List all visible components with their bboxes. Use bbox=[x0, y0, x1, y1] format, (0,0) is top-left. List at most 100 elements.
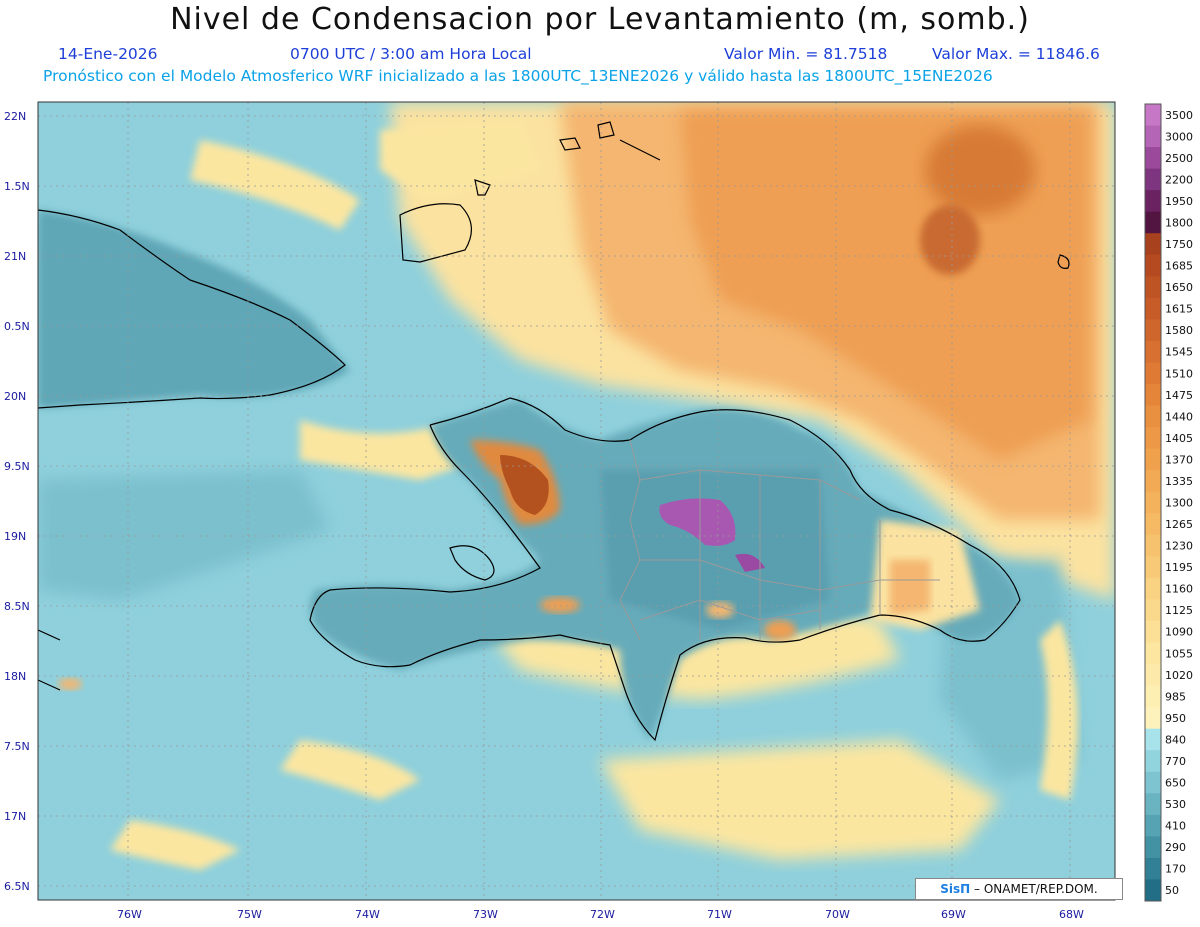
lon-label: 74W bbox=[355, 908, 380, 921]
colorbar-swatch bbox=[1145, 750, 1161, 773]
colorbar-swatch bbox=[1145, 556, 1161, 579]
value-max: Valor Max. = 11846.6 bbox=[932, 45, 1100, 63]
lon-label: 73W bbox=[473, 908, 498, 921]
colorbar-label: 530 bbox=[1165, 798, 1186, 811]
colorbar-swatch bbox=[1145, 642, 1161, 665]
colorbar-label: 1160 bbox=[1165, 583, 1193, 596]
colorbar-label: 950 bbox=[1165, 712, 1186, 725]
colorbar-label: 1800 bbox=[1165, 216, 1193, 229]
colorbar-swatch bbox=[1145, 793, 1161, 816]
colorbar-swatch bbox=[1145, 319, 1161, 342]
colorbar-label: 1265 bbox=[1165, 518, 1193, 531]
colorbar-swatch bbox=[1145, 427, 1161, 450]
colorbar-swatch bbox=[1145, 168, 1161, 191]
colorbar-label: 1750 bbox=[1165, 238, 1193, 251]
coastlines bbox=[37, 121, 1070, 742]
colorbar-label: 3000 bbox=[1165, 130, 1193, 143]
credit-box: SisΠ – ONAMET/REP.DOM. bbox=[915, 878, 1123, 900]
lon-label: 68W bbox=[1059, 908, 1084, 921]
colorbar-swatch bbox=[1145, 513, 1161, 536]
colorbar-label: 1335 bbox=[1165, 475, 1193, 488]
colorbar-label: 1405 bbox=[1165, 432, 1193, 445]
colorbar-swatch bbox=[1145, 491, 1161, 514]
colorbar-label: 290 bbox=[1165, 841, 1186, 854]
colorbar-swatch bbox=[1145, 707, 1161, 730]
colorbar-swatch bbox=[1145, 599, 1161, 622]
map-title: Nivel de Condensacion por Levantamiento … bbox=[170, 2, 1030, 37]
colorbar-label: 1615 bbox=[1165, 303, 1193, 316]
colorbar-swatch bbox=[1145, 448, 1161, 471]
lat-label: 0.5N bbox=[4, 320, 30, 333]
lon-label: 72W bbox=[590, 908, 615, 921]
colorbar-label: 1440 bbox=[1165, 410, 1193, 423]
lat-label: 1.5N bbox=[4, 180, 30, 193]
colorbar-swatch bbox=[1145, 233, 1161, 256]
colorbar-label: 1685 bbox=[1165, 260, 1193, 273]
province-borders bbox=[619, 439, 940, 641]
colorbar-swatch bbox=[1145, 384, 1161, 407]
longitude-labels: 76W 75W 74W 73W 72W 71W 70W 69W 68W bbox=[117, 908, 1084, 921]
lat-label: 6.5N bbox=[4, 880, 30, 893]
forecast-time: 0700 UTC / 3:00 am Hora Local bbox=[290, 45, 532, 63]
colorbar-swatch bbox=[1145, 620, 1161, 644]
colorbar-swatch bbox=[1145, 125, 1161, 148]
colorbar-label: 1545 bbox=[1165, 346, 1193, 359]
credit-text: – ONAMET/REP.DOM. bbox=[970, 882, 1098, 896]
colorbar-label: 1950 bbox=[1165, 195, 1193, 208]
lon-label: 71W bbox=[707, 908, 732, 921]
colorbar-swatch bbox=[1145, 147, 1161, 170]
colorbar-swatch bbox=[1145, 836, 1161, 859]
lat-label: 17N bbox=[4, 810, 26, 823]
colorbar-label: 1125 bbox=[1165, 604, 1193, 617]
colorbar-label: 1230 bbox=[1165, 540, 1193, 553]
colorbar-label: 770 bbox=[1165, 755, 1186, 768]
colorbar-swatch bbox=[1145, 362, 1161, 385]
lat-label: 22N bbox=[4, 110, 26, 123]
forecast-info: Pronóstico con el Modelo Atmosferico WRF… bbox=[43, 67, 993, 85]
map-frame bbox=[37, 101, 1116, 901]
lat-label: 20N bbox=[4, 390, 26, 403]
colorbar-label: 2200 bbox=[1165, 173, 1193, 186]
colorbar-swatch bbox=[1145, 771, 1161, 794]
colorbar-swatch bbox=[1145, 664, 1161, 687]
colorbar-label: 1090 bbox=[1165, 626, 1193, 639]
lat-label: 21N bbox=[4, 250, 26, 263]
colorbar-label: 1650 bbox=[1165, 281, 1193, 294]
lat-label: 9.5N bbox=[4, 460, 30, 473]
latitude-labels: 22N 1.5N 21N 0.5N 20N 9.5N 19N 8.5N 18N … bbox=[4, 110, 30, 893]
colorbar-label: 50 bbox=[1165, 884, 1179, 897]
lat-label: 7.5N bbox=[4, 740, 30, 753]
colorbar-swatch bbox=[1145, 534, 1161, 557]
lat-label: 18N bbox=[4, 670, 26, 683]
value-min: Valor Min. = 81.7518 bbox=[724, 45, 888, 63]
colorbar-label: 840 bbox=[1165, 733, 1186, 746]
colorbar-swatch bbox=[1145, 470, 1161, 493]
lon-label: 75W bbox=[237, 908, 262, 921]
colorbar-label: 1195 bbox=[1165, 561, 1193, 574]
colorbar-swatch bbox=[1145, 340, 1161, 363]
colorbar-swatch bbox=[1145, 276, 1161, 299]
shaded-field bbox=[38, 102, 1115, 900]
lon-label: 70W bbox=[825, 908, 850, 921]
colorbar-swatch bbox=[1145, 405, 1161, 428]
colorbar-label: 985 bbox=[1165, 690, 1186, 703]
colorbar-swatch bbox=[1145, 297, 1161, 320]
colorbar-label: 1055 bbox=[1165, 647, 1193, 660]
colorbar-swatch bbox=[1145, 254, 1161, 277]
colorbar-swatch bbox=[1145, 104, 1161, 127]
colorbar-swatch bbox=[1145, 728, 1161, 751]
colorbar-label: 1510 bbox=[1165, 367, 1193, 380]
graticule bbox=[38, 102, 1115, 900]
lon-label: 69W bbox=[941, 908, 966, 921]
colorbar-label: 1580 bbox=[1165, 324, 1193, 337]
colorbar-label: 1370 bbox=[1165, 453, 1193, 466]
colorbar-swatch bbox=[1145, 577, 1161, 600]
colorbar-label: 170 bbox=[1165, 863, 1186, 876]
colorbar-swatch bbox=[1145, 190, 1161, 213]
colorbar-swatch bbox=[1145, 211, 1161, 234]
lat-label: 19N bbox=[4, 530, 26, 543]
colorbar-label: 410 bbox=[1165, 820, 1186, 833]
colorbar-swatch bbox=[1145, 857, 1161, 880]
credit-brand: SisΠ bbox=[940, 882, 971, 896]
